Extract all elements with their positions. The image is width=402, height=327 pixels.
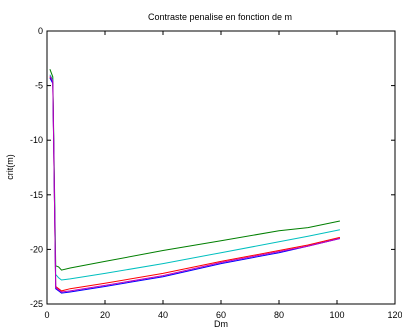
x-tick-label: 0 — [44, 310, 49, 320]
x-tick-label: 120 — [387, 310, 402, 320]
series-layer — [49, 69, 341, 294]
series-line-3 — [49, 76, 341, 292]
y-axis-label: crit(m) — [5, 154, 15, 180]
x-tick-label: 80 — [274, 310, 284, 320]
x-tick-label: 60 — [216, 310, 226, 320]
series-line-4 — [49, 77, 341, 294]
series-line-5 — [49, 75, 341, 293]
axes: 0 20 40 60 80 100 120 0 -5 -10 -15 -20 -25 — [30, 26, 402, 320]
chart-title: Contraste penalise en fonction de m — [148, 12, 292, 22]
x-tick-label: 20 — [100, 310, 110, 320]
y-tick-label: 0 — [38, 26, 43, 36]
series-line-1 — [49, 69, 341, 271]
y-tick-label: -5 — [35, 81, 43, 91]
y-tick-label: -15 — [30, 190, 43, 200]
y-tick-label: -10 — [30, 135, 43, 145]
x-tick-label: 100 — [329, 310, 344, 320]
plot-frame — [46, 30, 396, 305]
y-tick-label: -20 — [30, 244, 43, 254]
y-tick-label: -25 — [30, 299, 43, 309]
x-tick-label: 40 — [158, 310, 168, 320]
x-axis-label: Dm — [214, 319, 228, 327]
